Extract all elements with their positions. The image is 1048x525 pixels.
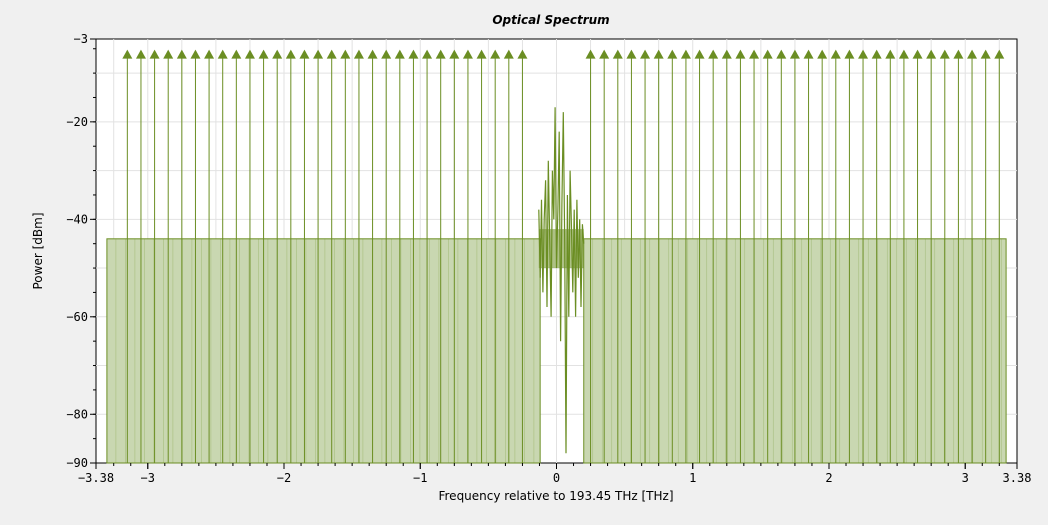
carrier-marker: [803, 49, 814, 59]
carrier-marker: [313, 49, 324, 59]
carrier-marker: [272, 49, 283, 59]
carrier-marker: [517, 49, 528, 59]
carrier-marker: [217, 49, 228, 59]
carrier-marker: [326, 49, 337, 59]
x-axis: −3.38 −3 −2 −1 0 1 2 3 3.38: [78, 463, 1032, 485]
carrier-marker: [422, 49, 433, 59]
carrier-marker: [204, 49, 215, 59]
x-tick-label: −2: [277, 471, 291, 485]
y-tick-label: −90: [66, 456, 88, 470]
carrier-marker: [939, 49, 950, 59]
x-tick-label: 3.38: [1003, 471, 1032, 485]
carrier-lines: [122, 49, 1005, 463]
y-tick-label: −60: [66, 310, 88, 324]
x-tick-label: 0: [553, 471, 560, 485]
x-tick-label: −3.38: [78, 471, 114, 485]
carrier-marker: [926, 49, 937, 59]
carrier-marker: [721, 49, 732, 59]
x-axis-label: Frequency relative to 193.45 THz [THz]: [438, 489, 673, 503]
carrier-marker: [340, 49, 351, 59]
x-tick-label: −3: [141, 471, 155, 485]
carrier-marker: [299, 49, 310, 59]
carrier-marker: [231, 49, 242, 59]
signal-line: [538, 107, 585, 454]
y-axis-label: Power [dBm]: [31, 213, 45, 290]
carrier-marker: [762, 49, 773, 59]
carrier-marker: [653, 49, 664, 59]
carrier-marker: [912, 49, 923, 59]
carrier-marker: [640, 49, 651, 59]
carrier-marker: [980, 49, 991, 59]
carrier-marker: [394, 49, 405, 59]
carrier-marker: [994, 49, 1005, 59]
carrier-marker: [817, 49, 828, 59]
carrier-marker: [858, 49, 869, 59]
carrier-marker: [612, 49, 623, 59]
carrier-marker: [190, 49, 201, 59]
x-tick-label: 3: [962, 471, 969, 485]
y-tick-label: −20: [66, 115, 88, 129]
y-tick-label: −40: [66, 212, 88, 226]
carrier-marker: [776, 49, 787, 59]
carrier-marker: [435, 49, 446, 59]
carrier-marker: [408, 49, 419, 59]
carrier-marker: [694, 49, 705, 59]
carrier-marker: [585, 49, 596, 59]
carrier-marker: [967, 49, 978, 59]
carrier-marker: [898, 49, 909, 59]
carrier-marker: [449, 49, 460, 59]
carrier-marker: [667, 49, 678, 59]
carrier-marker: [163, 49, 174, 59]
carrier-marker: [735, 49, 746, 59]
carrier-marker: [476, 49, 487, 59]
carrier-marker: [953, 49, 964, 59]
carrier-marker: [122, 49, 133, 59]
carrier-marker: [258, 49, 269, 59]
y-tick-label: −80: [66, 407, 88, 421]
carrier-marker: [176, 49, 187, 59]
carrier-marker: [830, 49, 841, 59]
carrier-marker: [789, 49, 800, 59]
y-axis: −3 −20 −40 −60 −80 −90: [66, 32, 96, 470]
x-tick-label: −1: [413, 471, 427, 485]
carrier-marker: [885, 49, 896, 59]
carrier-marker: [462, 49, 473, 59]
carrier-marker: [626, 49, 637, 59]
x-tick-label: 2: [825, 471, 832, 485]
carrier-marker: [367, 49, 378, 59]
carrier-marker: [135, 49, 146, 59]
x-tick-label: 1: [689, 471, 696, 485]
carrier-marker: [844, 49, 855, 59]
carrier-marker: [381, 49, 392, 59]
chart-title: Optical Spectrum: [492, 13, 609, 27]
noise-floor-segment: [106, 238, 541, 464]
carrier-marker: [503, 49, 514, 59]
carrier-marker: [353, 49, 364, 59]
carrier-marker: [149, 49, 160, 59]
carrier-marker: [244, 49, 255, 59]
signal-trace: [538, 107, 585, 454]
carrier-marker: [599, 49, 610, 59]
carrier-marker: [871, 49, 882, 59]
carrier-marker: [749, 49, 760, 59]
carrier-marker: [285, 49, 296, 59]
carrier-marker: [680, 49, 691, 59]
carrier-marker: [490, 49, 501, 59]
carrier-marker: [708, 49, 719, 59]
y-tick-label: −3: [74, 32, 88, 46]
